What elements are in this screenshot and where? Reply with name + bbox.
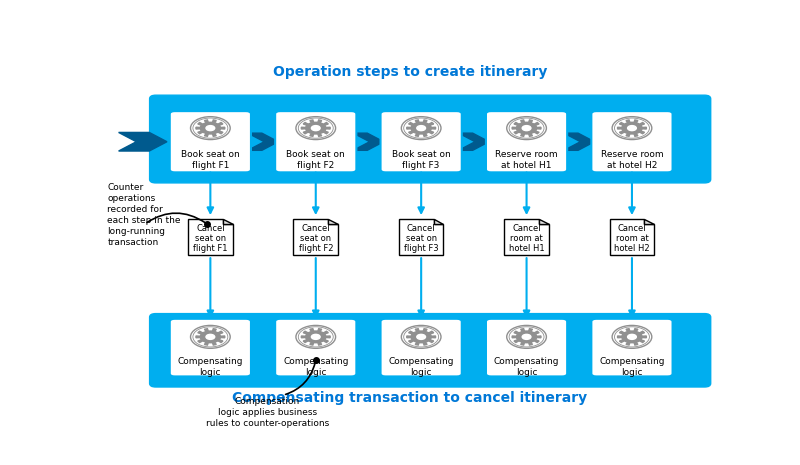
Text: Compensating
logic: Compensating logic — [494, 357, 559, 377]
Text: Compensating
logic: Compensating logic — [178, 357, 243, 377]
Polygon shape — [458, 133, 489, 150]
Polygon shape — [354, 133, 384, 150]
Polygon shape — [294, 219, 338, 254]
Polygon shape — [434, 219, 443, 225]
Polygon shape — [328, 219, 338, 225]
Text: Counter
operations
recorded for
each step in the
long-running
transaction: Counter operations recorded for each ste… — [107, 183, 181, 247]
Text: Book seat on
flight F1: Book seat on flight F1 — [181, 150, 240, 170]
Polygon shape — [618, 120, 646, 136]
Text: Reserve room
at hotel H1: Reserve room at hotel H1 — [495, 150, 558, 170]
Text: Compensating
logic: Compensating logic — [389, 357, 454, 377]
Polygon shape — [458, 339, 489, 356]
Circle shape — [627, 126, 636, 131]
Circle shape — [296, 117, 336, 140]
Polygon shape — [196, 329, 225, 345]
FancyBboxPatch shape — [486, 111, 567, 173]
Text: Compensating
logic: Compensating logic — [283, 357, 349, 377]
Polygon shape — [610, 219, 654, 254]
Circle shape — [311, 334, 320, 339]
Circle shape — [206, 126, 214, 131]
Polygon shape — [539, 219, 549, 225]
Polygon shape — [302, 329, 330, 345]
Circle shape — [506, 326, 546, 348]
Polygon shape — [302, 120, 330, 136]
Text: Cancel
seat on
flight F2: Cancel seat on flight F2 — [298, 224, 333, 253]
Polygon shape — [645, 219, 654, 225]
Polygon shape — [406, 120, 435, 136]
Circle shape — [190, 117, 230, 140]
Text: Book seat on
flight F2: Book seat on flight F2 — [286, 150, 345, 170]
Polygon shape — [223, 219, 233, 225]
Text: Compensation
logic applies business
rules to counter-operations: Compensation logic applies business rule… — [206, 397, 329, 428]
Circle shape — [311, 126, 320, 131]
FancyBboxPatch shape — [150, 95, 710, 183]
FancyBboxPatch shape — [381, 111, 462, 173]
Circle shape — [402, 326, 441, 348]
Polygon shape — [188, 219, 233, 254]
FancyBboxPatch shape — [170, 111, 251, 173]
Circle shape — [627, 334, 636, 339]
Circle shape — [296, 326, 336, 348]
Circle shape — [417, 334, 426, 339]
Text: Cancel
room at
hotel H2: Cancel room at hotel H2 — [614, 224, 650, 253]
Polygon shape — [248, 133, 278, 150]
Polygon shape — [118, 133, 167, 151]
Text: Cancel
room at
hotel H1: Cancel room at hotel H1 — [509, 224, 544, 253]
Polygon shape — [248, 339, 278, 356]
FancyBboxPatch shape — [275, 319, 356, 377]
Circle shape — [190, 326, 230, 348]
Text: Operation steps to create itinerary: Operation steps to create itinerary — [273, 65, 547, 79]
Circle shape — [522, 334, 531, 339]
Text: Book seat on
flight F3: Book seat on flight F3 — [392, 150, 450, 170]
Polygon shape — [406, 329, 435, 345]
Text: Compensating transaction to cancel itinerary: Compensating transaction to cancel itine… — [233, 391, 587, 405]
FancyBboxPatch shape — [150, 313, 710, 387]
Text: Compensating
logic: Compensating logic — [599, 357, 665, 377]
FancyBboxPatch shape — [591, 111, 673, 173]
Text: Cancel
seat on
flight F1: Cancel seat on flight F1 — [193, 224, 228, 253]
FancyBboxPatch shape — [381, 319, 462, 377]
Polygon shape — [618, 329, 646, 345]
Polygon shape — [564, 339, 594, 356]
Polygon shape — [504, 219, 549, 254]
Polygon shape — [196, 120, 225, 136]
Polygon shape — [354, 339, 384, 356]
Circle shape — [206, 334, 214, 339]
Circle shape — [417, 126, 426, 131]
Polygon shape — [512, 329, 541, 345]
Circle shape — [506, 117, 546, 140]
Circle shape — [612, 326, 652, 348]
Polygon shape — [564, 133, 594, 150]
Circle shape — [522, 126, 531, 131]
Circle shape — [612, 117, 652, 140]
Polygon shape — [512, 120, 541, 136]
FancyBboxPatch shape — [486, 319, 567, 377]
Polygon shape — [399, 219, 443, 254]
FancyBboxPatch shape — [170, 319, 251, 377]
FancyBboxPatch shape — [591, 319, 673, 377]
Text: Reserve room
at hotel H2: Reserve room at hotel H2 — [601, 150, 663, 170]
FancyBboxPatch shape — [275, 111, 356, 173]
Text: Cancel
seat on
flight F3: Cancel seat on flight F3 — [404, 224, 438, 253]
Circle shape — [402, 117, 441, 140]
